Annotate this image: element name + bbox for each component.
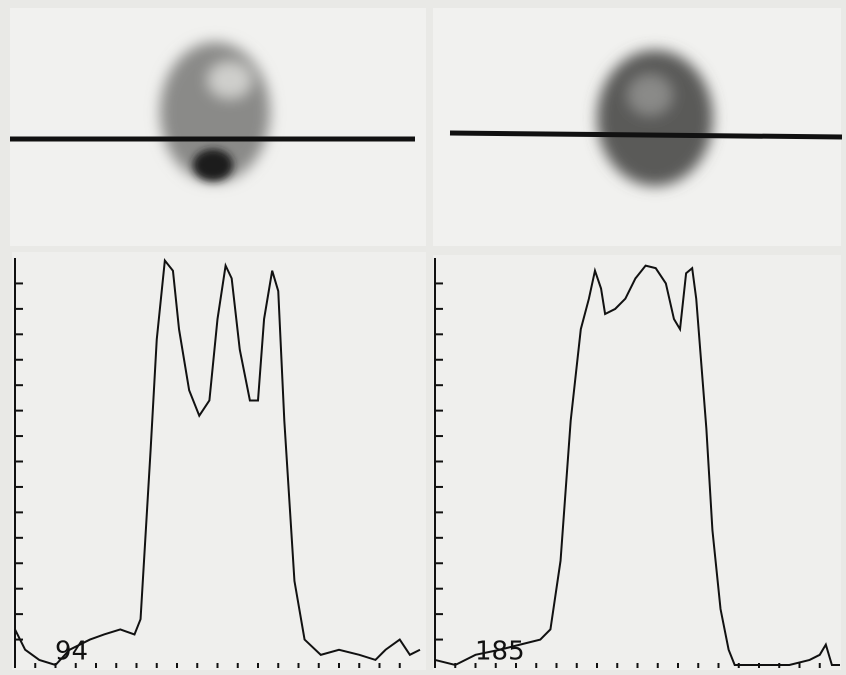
scan-image [160,42,270,182]
profile-curve [14,258,421,667]
annotation: 94 [55,637,88,667]
scan-image [597,50,713,186]
plot-panel [433,255,841,670]
scan-hotspot [193,149,233,181]
plot-panel [12,252,426,670]
profile-curve [434,264,840,667]
annotation: 185 [475,637,525,667]
profile-line [449,130,843,140]
